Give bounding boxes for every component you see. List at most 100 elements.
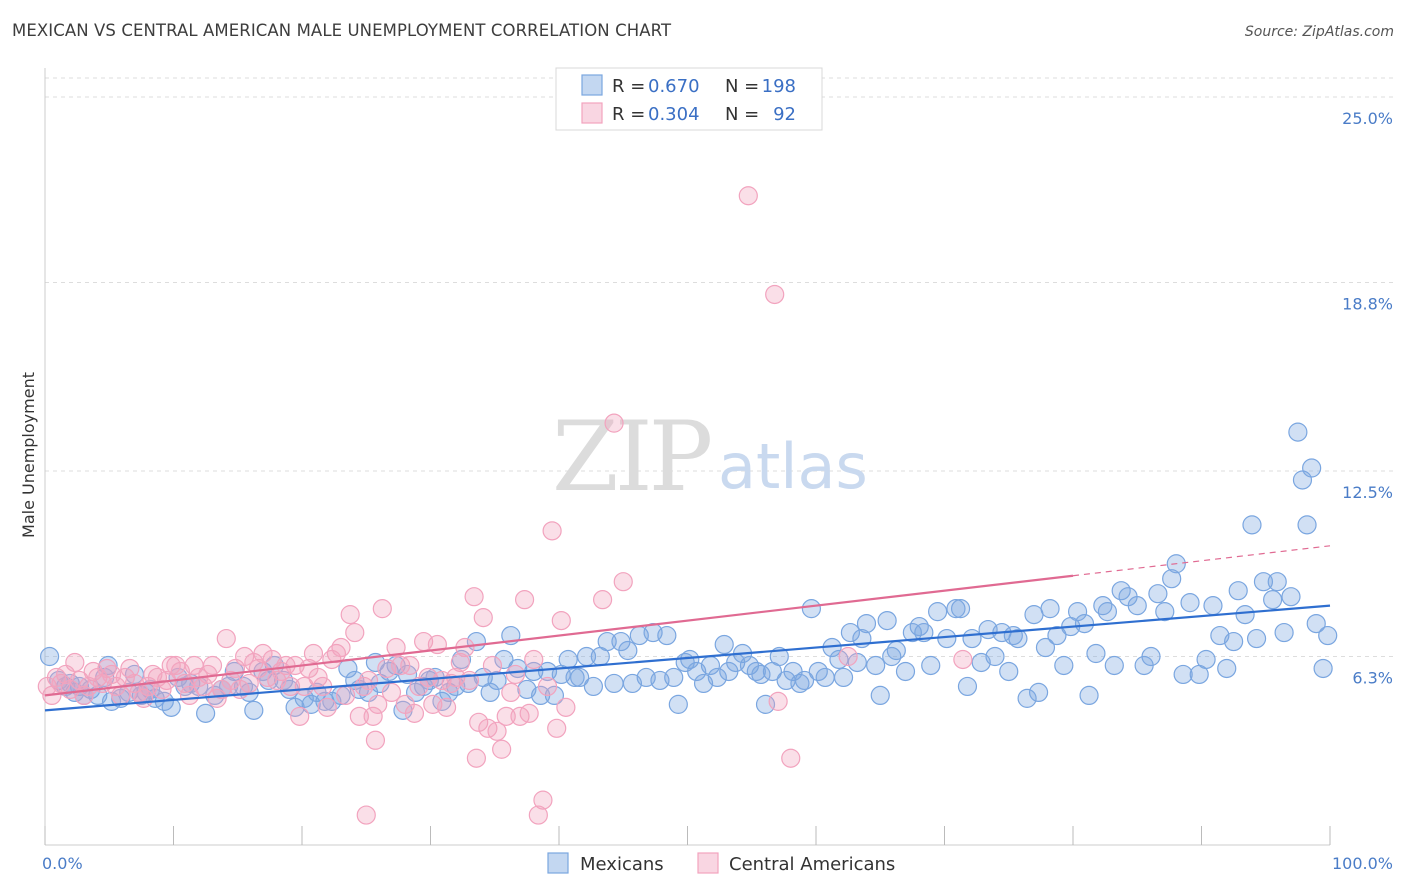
mexicans-point: [801, 599, 822, 619]
central-americans-point: [436, 697, 457, 717]
central-americans-point: [358, 670, 379, 691]
x-tick-label: 0.0%: [42, 854, 83, 873]
central-americans-point: [349, 706, 369, 726]
mexicans-point: [1067, 602, 1088, 622]
mexicans-point: [950, 599, 971, 619]
mexicans-point: [769, 646, 789, 667]
central-americans-point: [501, 682, 521, 703]
central-americans-point: [368, 694, 388, 714]
y-axis-title: Male Unemployment: [19, 372, 38, 538]
central-americans-point: [450, 652, 470, 673]
central-americans-point: [547, 718, 567, 738]
central-americans-point: [496, 706, 516, 726]
axes: [44, 68, 1331, 846]
y-tick-label: 18.8%: [1342, 295, 1393, 314]
central-americans-point: [466, 748, 486, 768]
watermark: ZIP atlas: [552, 401, 868, 513]
central-americans-point: [469, 712, 489, 732]
central-americans-point: [528, 805, 548, 825]
mexicans-point: [1086, 643, 1106, 664]
mexicans-point: [1074, 613, 1095, 634]
mexicans-point: [1127, 596, 1147, 616]
central-americans-point: [738, 186, 758, 206]
mexicans-point: [1302, 458, 1322, 478]
central-americans-point: [161, 655, 181, 676]
central-americans-point: [235, 646, 255, 667]
central-americans-point: [556, 697, 576, 717]
mexicans-point: [1196, 649, 1216, 670]
legend-central-americans-swatch: [697, 852, 719, 874]
central-americans-point: [537, 676, 558, 697]
central-americans-point: [524, 649, 544, 670]
central-americans-point: [356, 805, 376, 825]
mexicans-point: [196, 703, 216, 723]
mexicans-point: [480, 682, 500, 703]
mexicans-point: [755, 694, 776, 714]
mexicans-point: [1079, 685, 1099, 706]
chart-source: Source: ZipAtlas.com: [1244, 24, 1394, 40]
mexicans-point: [597, 631, 617, 652]
central-americans-point: [604, 413, 624, 433]
mexicans-point: [161, 697, 181, 717]
mexicans-point: [914, 622, 934, 643]
mexicans-point: [233, 676, 254, 697]
mexicans-point: [494, 649, 514, 670]
central-americans-point: [768, 691, 788, 711]
mexicans-point: [1180, 593, 1200, 613]
central-americans-point: [838, 646, 858, 667]
central-americans-point: [464, 587, 484, 607]
stats-n-label: N =: [725, 104, 759, 125]
mexicans-point: [1235, 605, 1255, 625]
central-americans-point: [290, 706, 310, 726]
central-americans-point: [542, 521, 562, 541]
mexicans-point: [1203, 596, 1223, 616]
central-americans-point: [239, 673, 259, 694]
mexicans-point: [946, 599, 966, 619]
watermark-atlas: atlas: [718, 430, 868, 503]
central-americans-point: [765, 284, 785, 305]
mexicans-point: [1155, 602, 1175, 622]
mexicans-point: [957, 676, 978, 697]
central-americans-point: [120, 658, 140, 679]
central-americans-point: [152, 679, 172, 700]
stats-n-value: 92: [773, 104, 796, 125]
mexicans-point: [840, 622, 861, 643]
mexicans-point: [1028, 682, 1049, 703]
central-americans-point: [216, 628, 236, 649]
central-americans-point: [317, 697, 337, 717]
central-americans-point: [473, 608, 493, 628]
central-americans-point: [519, 703, 539, 723]
mexicans-swatch: [581, 74, 603, 96]
central-americans-point: [331, 637, 351, 658]
mexicans-point: [714, 634, 734, 655]
central-americans-point: [381, 682, 402, 703]
central-americans-point: [345, 622, 365, 643]
mexicans-point: [583, 676, 604, 697]
trend-lines: [44, 545, 1331, 712]
y-tick-label: 6.3%: [1352, 669, 1393, 688]
stats-r-value: 0.304: [648, 104, 700, 125]
mexicans-point: [1246, 628, 1267, 649]
mexicans-point: [1162, 569, 1182, 589]
central-americans-trend-extension: [1072, 545, 1331, 577]
mexicans-point: [487, 670, 507, 691]
mexicans-point: [1263, 590, 1283, 610]
central-americans-point: [372, 599, 392, 619]
central-americans-point: [592, 590, 613, 610]
mexicans-point: [1024, 605, 1044, 625]
central-americans-point: [65, 652, 85, 673]
mexicans-point: [618, 640, 638, 661]
central-americans-swatch: [581, 102, 603, 124]
central-americans-point: [308, 667, 328, 688]
mexicans-point: [1306, 613, 1326, 634]
mexicans-point: [1217, 658, 1237, 679]
y-tick-labels: 6.3% 12.5% 18.8% 25.0%: [1342, 109, 1393, 688]
mexicans-point: [1141, 646, 1161, 667]
mexicans-point: [664, 667, 684, 688]
bottom-legend: Mexicans Central Americans: [547, 852, 895, 875]
mexicans-point: [1228, 581, 1248, 601]
x-tick-label: 100.0%: [1332, 854, 1393, 873]
stats-r-value: 0.670: [648, 76, 700, 97]
x-tick-labels: 0.0% 100.0%: [42, 854, 1393, 873]
central-americans-point: [781, 748, 801, 768]
